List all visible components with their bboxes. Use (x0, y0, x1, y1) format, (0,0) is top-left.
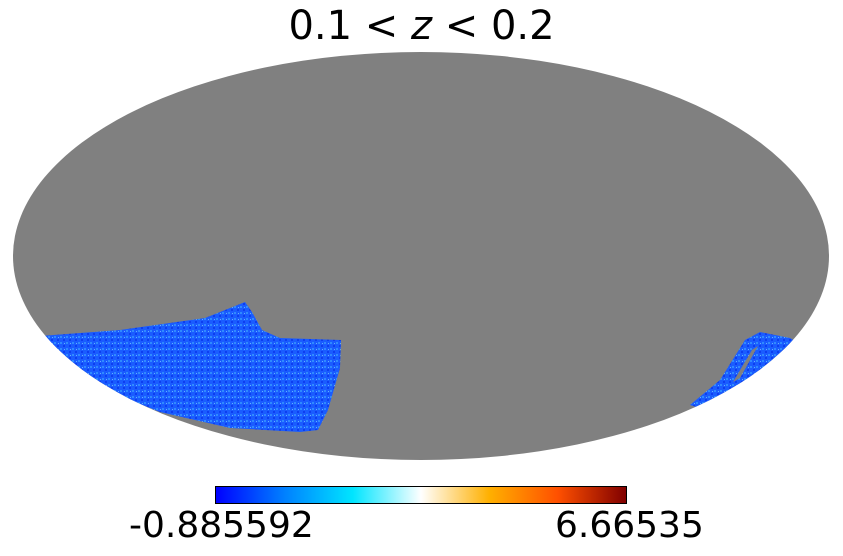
map-title: 0.1 < z < 0.2 (288, 3, 555, 49)
colorbar-min-label: -0.885592 (129, 505, 314, 546)
survey-footprint-stripe-left (48, 338, 110, 380)
survey-footprint-right-stripe (733, 346, 758, 382)
survey-footprint-right (690, 332, 800, 408)
colorbar (215, 486, 627, 504)
survey-footprint-main (40, 302, 341, 432)
colorbar-max-label: 6.66535 (555, 505, 704, 546)
